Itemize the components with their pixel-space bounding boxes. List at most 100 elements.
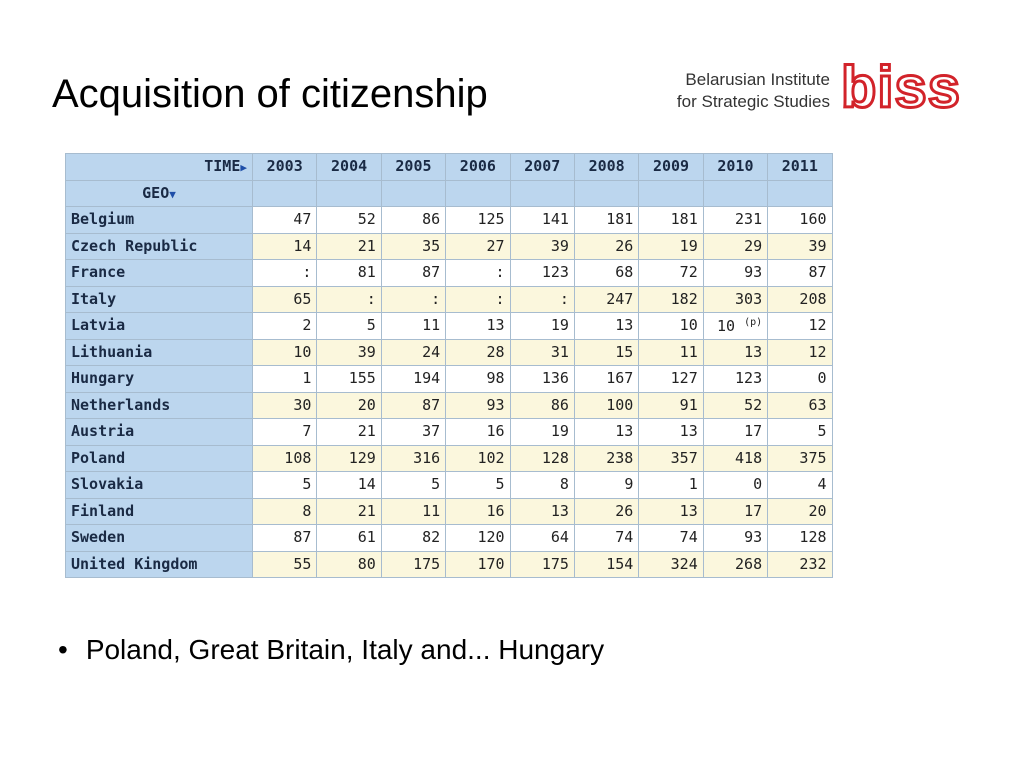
value-cell: 21 (316, 497, 382, 525)
geo-cell[interactable]: Hungary (65, 365, 253, 393)
value-cell: 141 (509, 206, 575, 234)
geo-cell[interactable]: United Kingdom (65, 550, 253, 578)
value-cell: 64 (509, 524, 575, 552)
geo-cell[interactable]: Belgium (65, 206, 253, 234)
value-cell: 74 (638, 524, 704, 552)
value-text: : (559, 289, 569, 308)
value-text: 181 (670, 210, 698, 229)
value-cell: 17 (702, 418, 769, 446)
value-cell: 13 (702, 338, 769, 366)
value-cell: 13 (638, 418, 704, 446)
value-text: 10 (679, 316, 698, 335)
value-text: 21 (357, 236, 376, 255)
value-text: 27 (486, 236, 505, 255)
value-text: 12 (808, 342, 827, 361)
value-text: 167 (606, 369, 634, 388)
table-row: Sweden 87 61 82 120 64 74 74 93 128 (65, 524, 833, 552)
value-cell: 247 (573, 285, 640, 313)
value-cell: 98 (445, 365, 511, 393)
geo-header-row: GEO▼ (65, 179, 833, 207)
geo-cell[interactable]: Latvia (65, 312, 253, 340)
value-text: 87 (422, 263, 441, 282)
year-header[interactable]: 2007 (509, 153, 575, 181)
value-text: 74 (615, 528, 634, 547)
table-row: Hungary 1 155 194 98 136 167 127 123 0 (65, 365, 833, 393)
geo-cell[interactable]: Finland (65, 497, 253, 525)
year-header[interactable]: 2010 (702, 153, 769, 181)
value-text: 8 (559, 475, 569, 494)
value-text: 129 (348, 448, 376, 467)
year-header[interactable]: 2006 (445, 153, 511, 181)
year-header[interactable]: 2004 (316, 153, 382, 181)
value-cell: : (445, 259, 511, 287)
year-subheader (251, 179, 318, 207)
value-text: 13 (550, 501, 569, 520)
value-cell: 65 (251, 285, 318, 313)
value-cell: 10 (p) (702, 312, 769, 340)
year-subheader (573, 179, 640, 207)
time-header[interactable]: TIME▶ (65, 153, 253, 181)
value-cell: 1 (638, 471, 704, 499)
value-cell: 74 (573, 524, 640, 552)
value-cell: 13 (445, 312, 511, 340)
value-text: 375 (799, 448, 827, 467)
year-header[interactable]: 2005 (380, 153, 447, 181)
slide-title: Acquisition of citizenship (52, 72, 488, 116)
value-text: 123 (541, 263, 569, 282)
value-text: 16 (486, 501, 505, 520)
year-header[interactable]: 2011 (767, 153, 833, 181)
geo-cell[interactable]: Poland (65, 444, 253, 472)
value-cell: 324 (638, 550, 704, 578)
geo-cell[interactable]: Austria (65, 418, 253, 446)
value-cell: 123 (509, 259, 575, 287)
value-text: 208 (799, 289, 827, 308)
value-cell: 55 (251, 550, 318, 578)
value-text: 1 (302, 369, 312, 388)
logo-mark: biss (839, 54, 962, 122)
value-text: 19 (679, 236, 698, 255)
geo-cell[interactable]: Slovakia (65, 471, 253, 499)
down-arrow-icon[interactable]: ▼ (169, 187, 176, 201)
table-row: Slovakia 5 14 5 5 8 9 1 0 4 (65, 471, 833, 499)
year-header[interactable]: 2009 (638, 153, 704, 181)
value-cell: 7 (251, 418, 318, 446)
value-cell: 87 (380, 259, 447, 287)
value-text: 357 (670, 448, 698, 467)
value-cell: 194 (380, 365, 447, 393)
table-row: Austria 7 21 37 16 19 13 13 17 5 (65, 418, 833, 446)
year-subheader (445, 179, 511, 207)
geo-cell[interactable]: France (65, 259, 253, 287)
value-text: 5 (431, 475, 441, 494)
table-row: Lithuania 10 39 24 28 31 15 11 13 12 (65, 338, 833, 366)
value-cell: 238 (573, 444, 640, 472)
value-cell: 72 (638, 259, 704, 287)
value-cell: 80 (316, 550, 382, 578)
value-cell: 29 (702, 232, 769, 260)
right-arrow-icon[interactable]: ▶ (240, 161, 247, 175)
value-cell: 39 (509, 232, 575, 260)
geo-cell[interactable]: Lithuania (65, 338, 253, 366)
value-text: 39 (808, 236, 827, 255)
value-text: 91 (679, 395, 698, 414)
geo-cell[interactable]: Netherlands (65, 391, 253, 419)
value-cell: 123 (702, 365, 769, 393)
year-header[interactable]: 2008 (573, 153, 640, 181)
value-text: 30 (293, 395, 312, 414)
value-cell: 0 (767, 365, 833, 393)
year-header[interactable]: 2003 (251, 153, 318, 181)
geo-cell[interactable]: Italy (65, 285, 253, 313)
value-cell: 63 (767, 391, 833, 419)
value-text: 0 (753, 475, 763, 494)
geo-cell[interactable]: Sweden (65, 524, 253, 552)
value-text: 52 (357, 210, 376, 229)
value-cell: 102 (445, 444, 511, 472)
geo-header[interactable]: GEO▼ (65, 179, 253, 207)
value-cell: 39 (767, 232, 833, 260)
geo-cell[interactable]: Czech Republic (65, 232, 253, 260)
value-text: 16 (486, 422, 505, 441)
value-cell: 1 (251, 365, 318, 393)
value-text: 65 (293, 289, 312, 308)
value-text: 93 (744, 263, 763, 282)
value-cell: 14 (251, 232, 318, 260)
bullet-list: Poland, Great Britain, Italy and... Hung… (58, 634, 604, 666)
